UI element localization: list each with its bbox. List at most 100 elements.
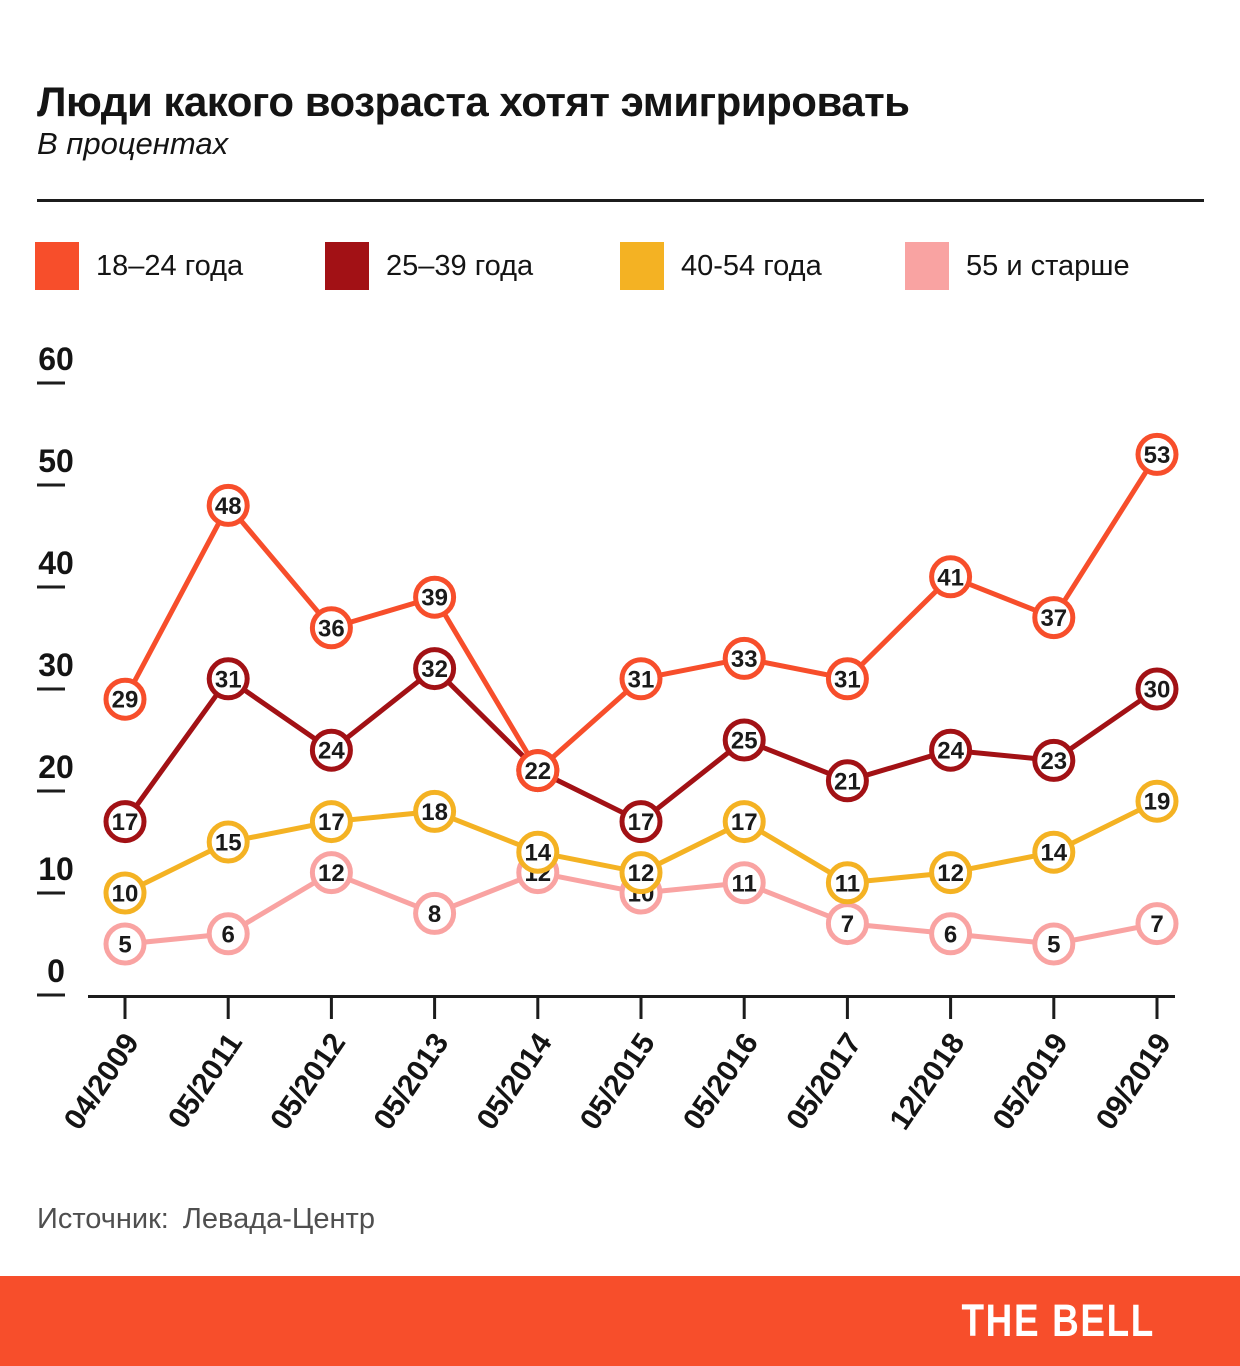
data-point-label: 17 — [318, 809, 345, 836]
data-point-s1-x5 — [619, 800, 663, 844]
data-point-s2-x9 — [1032, 830, 1076, 874]
x-tick-label: 05/2017 — [780, 1027, 868, 1135]
x-tick-label: 04/2009 — [58, 1027, 146, 1135]
x-tick — [123, 995, 127, 1019]
x-tick-label: 09/2019 — [1090, 1027, 1178, 1135]
x-tick — [329, 995, 333, 1019]
data-point-s2-x7 — [825, 861, 869, 905]
divider-line — [37, 199, 1204, 202]
data-point-s0-x5 — [619, 657, 663, 701]
data-point-label: 36 — [318, 615, 345, 642]
data-point-s3-x7 — [825, 902, 869, 946]
source-value: Левада-Центр — [182, 1203, 375, 1235]
data-point-s2-x10 — [1135, 779, 1179, 823]
y-tick-label: 50 — [38, 443, 74, 479]
x-tick — [742, 995, 746, 1019]
data-point-label: 11 — [835, 870, 860, 897]
data-point-label: 11 — [732, 870, 757, 897]
y-tick-label: 60 — [38, 341, 74, 377]
data-point-s0-x1 — [206, 483, 250, 527]
data-point-s0-x0 — [103, 677, 147, 721]
data-point-s1-x3 — [413, 647, 457, 691]
brand-logo: THE BELL — [961, 1295, 1155, 1346]
x-tick-label: 05/2014 — [471, 1027, 559, 1136]
y-tick — [37, 381, 65, 385]
x-tick — [1052, 995, 1056, 1019]
data-point-s2-x3 — [413, 789, 457, 833]
legend-item-55-plus: 55 и старше — [905, 241, 1130, 291]
data-point-s1-x8 — [929, 728, 973, 772]
y-tick-label: 0 — [47, 953, 65, 989]
data-point-label: 17 — [112, 809, 139, 836]
data-point-label: 5 — [1047, 932, 1060, 959]
data-point-label: 10 — [112, 881, 139, 908]
data-point-label: 31 — [628, 666, 655, 693]
data-point-s2-x8 — [929, 851, 973, 895]
legend-swatch-25-39 — [325, 242, 369, 290]
data-point-s0-x3 — [413, 575, 457, 619]
y-tick — [37, 789, 65, 793]
source-note: Источник: Левада-Центр — [37, 1203, 375, 1236]
legend-label: 25–39 года — [386, 249, 534, 282]
page-subtitle: В процентах — [37, 126, 229, 161]
data-point-label: 17 — [731, 809, 758, 836]
data-point-label: 31 — [834, 666, 861, 693]
source-label: Источник: — [37, 1203, 169, 1235]
data-point-label: 39 — [421, 585, 448, 612]
data-point-label: 17 — [628, 809, 655, 836]
x-tick-label: 05/2012 — [264, 1027, 352, 1135]
data-point-s1-x1 — [206, 657, 250, 701]
x-tick-label: 05/2016 — [677, 1027, 765, 1135]
data-point-label: 24 — [318, 738, 345, 765]
data-point-s1-x2 — [309, 728, 353, 772]
data-point-s0-x9 — [1032, 596, 1076, 640]
data-point-s0-x8 — [929, 555, 973, 599]
data-point-s0-x7 — [825, 657, 869, 701]
data-point-label: 31 — [215, 666, 242, 693]
data-point-s2-x2 — [309, 800, 353, 844]
data-point-label: 5 — [118, 932, 131, 959]
legend-swatch-55-plus — [905, 242, 949, 290]
x-tick — [845, 995, 849, 1019]
data-point-s0-x10 — [1135, 432, 1179, 476]
data-point-label: 6 — [222, 921, 235, 948]
data-point-label: 48 — [215, 493, 242, 520]
data-point-label: 14 — [1040, 840, 1067, 867]
data-point-s2-x4 — [516, 830, 560, 874]
data-point-label: 19 — [1144, 789, 1171, 816]
data-point-label: 18 — [421, 799, 448, 826]
data-point-label: 7 — [841, 911, 854, 938]
y-tick — [37, 993, 65, 997]
data-point-label: 12 — [318, 860, 345, 887]
data-point-s3-x0 — [103, 922, 147, 966]
legend-label: 40-54 года — [681, 249, 822, 282]
legend-item-25-39: 25–39 года — [325, 241, 533, 291]
data-point-label: 37 — [1040, 605, 1067, 632]
page-title: Люди какого возраста хотят эмигрировать — [37, 78, 910, 126]
x-tick — [433, 995, 437, 1019]
data-point-label: 22 — [524, 758, 551, 785]
data-point-s0-x6 — [722, 636, 766, 680]
data-point-s3-x8 — [929, 912, 973, 956]
x-tick-label: 12/2018 — [883, 1027, 971, 1135]
y-tick — [37, 483, 65, 487]
data-point-label: 23 — [1040, 748, 1067, 775]
legend-item-18-24: 18–24 года — [35, 241, 243, 291]
data-point-label: 14 — [524, 840, 551, 867]
x-tick — [949, 995, 953, 1019]
data-point-s3-x1 — [206, 912, 250, 956]
x-axis-line — [88, 995, 1175, 998]
data-point-s2-x5 — [619, 851, 663, 895]
legend-swatch-18-24 — [35, 242, 79, 290]
x-tick-label: 05/2013 — [367, 1027, 455, 1135]
data-point-label: 33 — [731, 646, 758, 673]
y-tick — [37, 687, 65, 691]
y-tick-label: 20 — [38, 749, 74, 785]
data-point-label: 12 — [628, 860, 655, 887]
x-tick-label: 05/2011 — [162, 1027, 249, 1134]
data-point-label: 32 — [421, 656, 448, 683]
data-point-label: 24 — [937, 738, 964, 765]
y-tick — [37, 891, 65, 895]
